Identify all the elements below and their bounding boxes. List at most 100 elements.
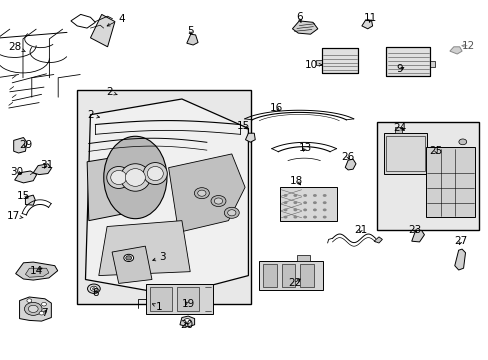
Text: 13: 13 [298, 143, 312, 153]
Polygon shape [90, 14, 115, 47]
Bar [321, 48, 358, 73]
Text: 31: 31 [40, 160, 53, 170]
Bar [145, 284, 213, 314]
Bar [259, 261, 322, 290]
Circle shape [224, 207, 239, 218]
Bar [281, 264, 295, 287]
Polygon shape [180, 316, 194, 327]
Text: 5: 5 [187, 26, 194, 36]
Ellipse shape [143, 163, 167, 185]
Polygon shape [345, 159, 355, 170]
Bar [149, 287, 171, 311]
Polygon shape [361, 20, 372, 29]
Circle shape [303, 194, 306, 197]
Text: 9: 9 [396, 64, 403, 75]
Bar [77, 90, 250, 304]
Text: 28: 28 [8, 42, 25, 52]
Circle shape [303, 208, 306, 211]
Circle shape [293, 216, 297, 219]
Bar [386, 47, 429, 76]
Polygon shape [449, 47, 461, 54]
Text: 18: 18 [289, 176, 303, 186]
Polygon shape [33, 164, 51, 175]
Polygon shape [411, 230, 424, 242]
Bar [386, 136, 424, 171]
Circle shape [197, 190, 205, 196]
Circle shape [293, 201, 297, 204]
Circle shape [214, 198, 222, 204]
Circle shape [227, 210, 236, 216]
Bar [300, 264, 313, 287]
Circle shape [312, 194, 316, 197]
Ellipse shape [106, 166, 130, 189]
Circle shape [322, 208, 326, 211]
Bar [297, 255, 309, 261]
Text: 6: 6 [295, 12, 302, 22]
Ellipse shape [110, 170, 126, 185]
Bar [315, 60, 321, 65]
Circle shape [293, 208, 297, 211]
Text: 16: 16 [269, 103, 283, 113]
Bar [176, 287, 198, 311]
Polygon shape [25, 195, 35, 205]
Circle shape [283, 208, 287, 211]
Polygon shape [85, 99, 248, 295]
Text: 17: 17 [7, 211, 23, 221]
Circle shape [283, 216, 287, 219]
Circle shape [283, 201, 287, 204]
Bar [383, 133, 426, 174]
Text: 14: 14 [30, 266, 43, 276]
Text: 7: 7 [41, 308, 47, 318]
Circle shape [123, 254, 133, 261]
Circle shape [24, 302, 42, 315]
Text: 1: 1 [152, 302, 162, 312]
Text: 15: 15 [236, 121, 250, 131]
Text: 27: 27 [453, 236, 467, 246]
Ellipse shape [120, 164, 150, 191]
Bar [263, 264, 276, 287]
Polygon shape [186, 34, 198, 45]
Text: 23: 23 [407, 225, 421, 235]
Circle shape [312, 216, 316, 219]
Circle shape [322, 194, 326, 197]
Polygon shape [15, 171, 37, 183]
Circle shape [312, 208, 316, 211]
Circle shape [87, 284, 100, 293]
Circle shape [283, 194, 287, 197]
Circle shape [90, 286, 97, 291]
Text: 2: 2 [106, 87, 117, 97]
Polygon shape [20, 297, 51, 321]
Text: 26: 26 [341, 152, 354, 162]
Circle shape [303, 216, 306, 219]
Text: 25: 25 [428, 146, 442, 156]
Text: 21: 21 [353, 225, 367, 235]
Polygon shape [112, 246, 152, 283]
Polygon shape [292, 21, 317, 34]
Text: 8: 8 [92, 288, 99, 298]
Bar [279, 187, 337, 221]
Circle shape [92, 288, 95, 290]
Circle shape [303, 201, 306, 204]
Text: 2: 2 [87, 110, 100, 120]
Text: 3: 3 [152, 252, 165, 262]
Circle shape [211, 195, 225, 207]
Bar [386, 47, 429, 76]
Circle shape [27, 299, 32, 302]
Polygon shape [168, 154, 244, 233]
Text: 20: 20 [180, 320, 193, 330]
Circle shape [41, 302, 46, 306]
Text: 11: 11 [363, 13, 376, 23]
Circle shape [194, 188, 209, 199]
Polygon shape [14, 138, 27, 153]
Polygon shape [245, 133, 255, 142]
Text: 22: 22 [287, 278, 301, 288]
Bar [425, 147, 474, 217]
Polygon shape [99, 221, 190, 276]
Polygon shape [16, 262, 58, 280]
Text: 24: 24 [392, 123, 406, 133]
Bar [321, 48, 358, 73]
Circle shape [39, 311, 44, 315]
Circle shape [458, 139, 466, 145]
Text: 15: 15 [17, 191, 30, 201]
Bar [429, 61, 434, 67]
